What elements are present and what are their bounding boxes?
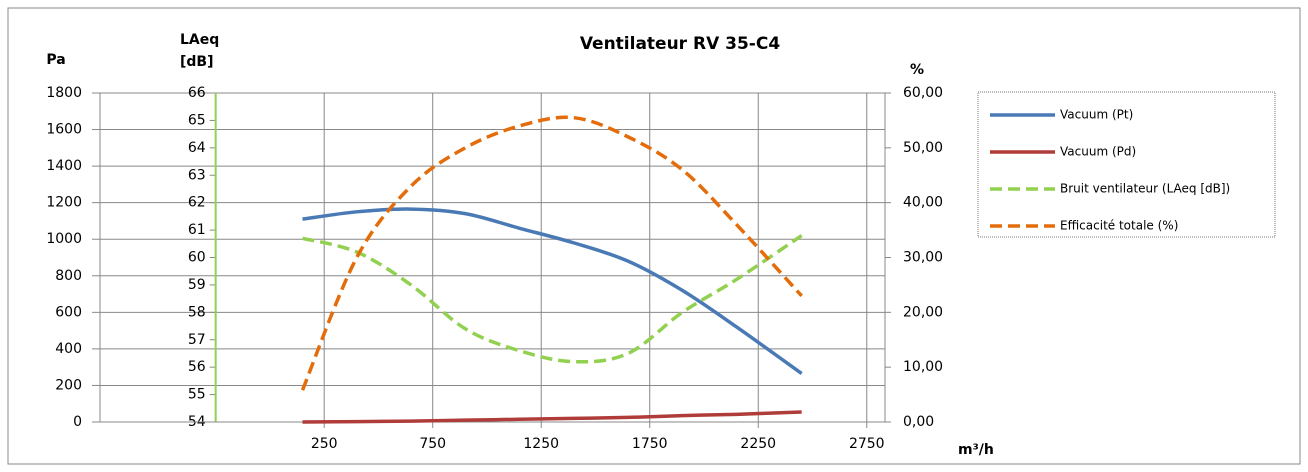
y-tick-label: 200 [55, 377, 82, 393]
x-axis-label: m³/h [958, 442, 994, 458]
y2-tick-label: 64 [188, 140, 206, 156]
y-axis-label: Pa [46, 52, 65, 68]
y-tick-label: 1000 [46, 231, 82, 247]
y2-tick-label: 57 [188, 332, 206, 348]
legend-label: Efficacité totale (%) [1060, 219, 1178, 233]
legend-label: Bruit ventilateur (LAeq [dB]) [1060, 182, 1230, 196]
y2-tick-label: 65 [188, 112, 206, 128]
x-tick-label: 2750 [849, 436, 885, 452]
y3-tick-label: 20,00 [903, 304, 943, 320]
y3-tick-label: 10,00 [903, 359, 943, 375]
x-tick-label: 250 [311, 436, 338, 452]
series-line [302, 234, 803, 364]
x-tick-label: 1250 [523, 436, 559, 452]
y3-tick-label: 30,00 [903, 250, 943, 266]
y-tick-label: 1800 [46, 85, 82, 101]
chart-title: Ventilateur RV 35-C4 [580, 34, 781, 54]
y2-tick-label: 63 [188, 167, 206, 183]
y-tick-label: 400 [55, 341, 82, 357]
y2-tick-label: 59 [188, 277, 206, 293]
x-tick-label: 2250 [740, 436, 776, 452]
y2-tick-label: 56 [188, 359, 206, 375]
y3-tick-label: 40,00 [903, 195, 943, 211]
y3-tick-label: 0,00 [903, 414, 934, 430]
x-tick-label: 750 [419, 436, 446, 452]
y2-tick-label: 62 [188, 195, 206, 211]
y2-tick-label: 60 [188, 250, 206, 266]
x-tick-label: 1750 [632, 436, 668, 452]
y3-tick-label: 50,00 [903, 140, 943, 156]
y-tick-label: 0 [73, 414, 82, 430]
y-tick-label: 1200 [46, 195, 82, 211]
y2-tick-label: 61 [188, 222, 206, 238]
y2-tick-label: 58 [188, 304, 206, 320]
y-tick-label: 1600 [46, 122, 82, 138]
y2-axis-label: [dB] [180, 54, 214, 70]
legend-label: Vacuum (Pd) [1060, 145, 1136, 159]
y-tick-label: 600 [55, 304, 82, 320]
legend-label: Vacuum (Pt) [1060, 108, 1133, 122]
y2-tick-label: 55 [188, 387, 206, 403]
series-line [302, 410, 802, 424]
y2-axis-label: LAeq [180, 32, 219, 48]
y-tick-label: 1400 [46, 158, 82, 174]
series-line [300, 115, 803, 391]
series-line [302, 207, 803, 375]
y-tick-label: 800 [55, 268, 82, 284]
y3-tick-label: 60,00 [903, 85, 943, 101]
y2-tick-label: 66 [188, 85, 206, 101]
y3-axis-label: % [910, 62, 924, 78]
